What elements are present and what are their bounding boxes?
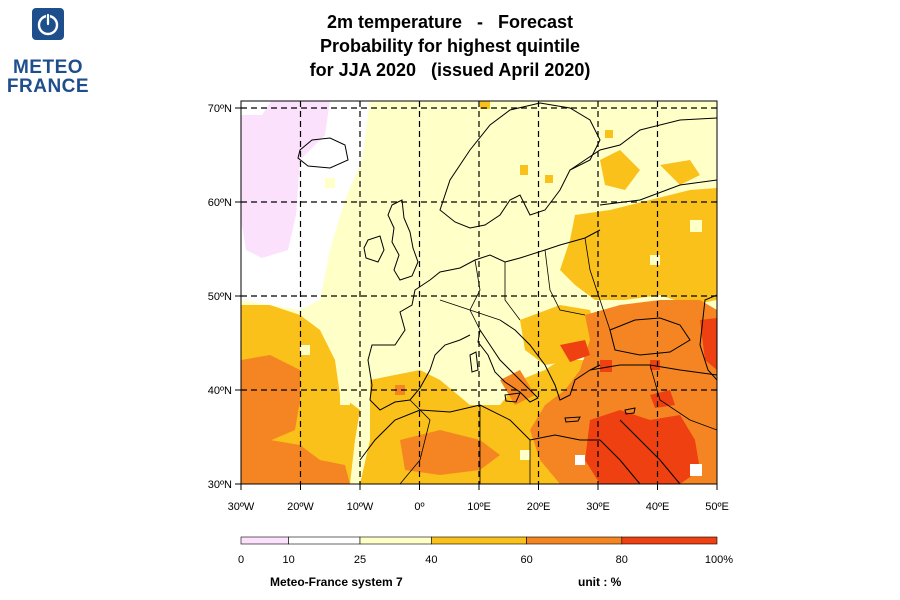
title-line-2: Probability for highest quintile	[319, 36, 580, 56]
lon-tick-label: 10ºW	[347, 501, 374, 513]
lon-tick-label: 30ºE	[586, 501, 610, 513]
lon-tick-label: 50ºE	[705, 501, 729, 513]
lat-tick-label: 30ºN	[208, 479, 232, 491]
colorbar-tick-label: 25	[354, 554, 366, 566]
lat-tick-label: 50ºN	[208, 291, 232, 303]
meteo-france-logo-icon	[32, 8, 64, 40]
lon-tick-label: 40ºE	[646, 501, 670, 513]
colorbar-bin	[288, 536, 361, 545]
chart-title: 2m temperature - Forecast Probability fo…	[230, 10, 670, 82]
lon-tick-label: 10ºE	[467, 501, 491, 513]
lat-tick-label: 60ºN	[208, 197, 232, 209]
meteo-france-logo: METEO FRANCE	[6, 8, 90, 96]
model-name-label: Meteo-France system 7	[270, 575, 403, 589]
lat-tick-label: 70ºN	[208, 103, 232, 115]
unit-label: unit : %	[578, 575, 622, 589]
colorbar-tick-label: 100%	[705, 554, 733, 566]
lon-tick-label: 30ºW	[228, 501, 255, 513]
logo-text-france: FRANCE	[6, 76, 90, 97]
logo-text-meteo: METEO	[12, 57, 84, 78]
axis-ticks	[235, 107, 718, 490]
colorbar-tick-label: 10	[282, 554, 294, 566]
colorbar-bin	[359, 536, 432, 545]
coastlines	[297, 102, 717, 484]
lat-tick-label: 40ºN	[208, 385, 232, 397]
lon-tick-label: 20ºE	[527, 501, 551, 513]
colorbar-bin	[526, 536, 623, 545]
longitude-labels: 30ºW 20ºW 10ºW 0º 10ºE 20ºE 30ºE 40ºE 50ºE	[228, 501, 729, 513]
colorbar-tick-label: 0	[238, 554, 244, 566]
colorbar-bin	[240, 536, 289, 545]
latitude-labels: 70ºN 60ºN 50ºN 40ºN 30ºN	[208, 103, 232, 491]
map-gridlines	[241, 101, 717, 484]
colorbar	[240, 536, 718, 545]
lon-tick-label: 20ºW	[287, 501, 314, 513]
colorbar-bin	[621, 536, 718, 545]
colorbar-bin	[431, 536, 527, 545]
colorbar-tick-label: 40	[425, 554, 437, 566]
colorbar-labels: 0 10 25 40 60 80 100%	[238, 554, 733, 566]
lon-tick-label: 0º	[414, 501, 424, 513]
colorbar-tick-label: 80	[616, 554, 628, 566]
title-line-3: for JJA 2020 (issued April 2020)	[309, 60, 591, 80]
colorbar-tick-label: 60	[520, 554, 532, 566]
title-line-1: 2m temperature - Forecast	[326, 12, 574, 32]
